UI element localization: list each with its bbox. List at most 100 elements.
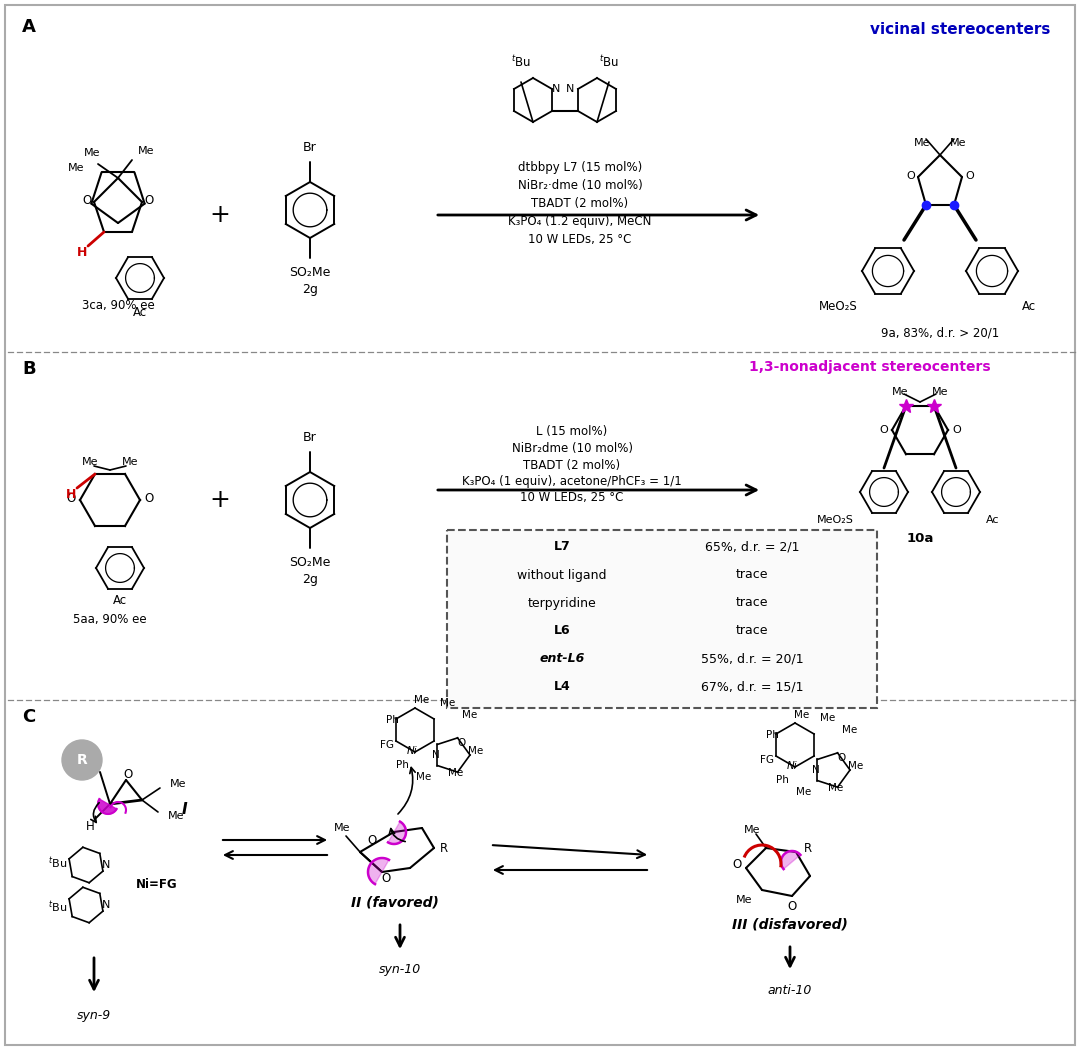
Text: syn-10: syn-10 [379, 964, 421, 977]
Text: O: O [966, 171, 974, 181]
Text: $^t$Bu: $^t$Bu [49, 899, 68, 915]
Text: Me: Me [448, 768, 463, 778]
Text: N: N [432, 750, 440, 760]
Text: Me: Me [949, 138, 967, 148]
Text: O: O [144, 194, 153, 208]
Text: TBADT (2 mol%): TBADT (2 mol%) [524, 459, 621, 471]
Text: Br: Br [303, 141, 316, 154]
Text: Me: Me [462, 710, 477, 720]
Text: NiBr₂dme (10 mol%): NiBr₂dme (10 mol%) [512, 442, 633, 455]
Text: Me: Me [334, 823, 350, 833]
Text: O: O [144, 491, 153, 504]
Text: K₃PO₄ (1.2 equiv), MeCN: K₃PO₄ (1.2 equiv), MeCN [509, 215, 651, 229]
Text: Me: Me [842, 724, 858, 735]
Text: Me: Me [122, 457, 138, 467]
Text: SO₂Me: SO₂Me [289, 266, 330, 279]
Text: Ph: Ph [766, 730, 779, 740]
Text: III (disfavored): III (disfavored) [732, 918, 848, 932]
Text: $^t$Bu: $^t$Bu [511, 55, 531, 70]
Text: H: H [85, 819, 94, 833]
Text: 3ca, 90% ee: 3ca, 90% ee [82, 299, 154, 313]
Text: Me: Me [821, 713, 836, 723]
Text: NiBr₂·dme (10 mol%): NiBr₂·dme (10 mol%) [517, 180, 643, 192]
Polygon shape [368, 858, 389, 884]
Text: Me: Me [469, 746, 484, 756]
Text: N: N [812, 765, 820, 775]
Text: O: O [879, 425, 888, 435]
Text: MeO₂S: MeO₂S [818, 514, 854, 525]
Text: L4: L4 [554, 680, 570, 693]
Text: O: O [83, 194, 92, 208]
Text: N: N [102, 860, 110, 870]
Text: Me: Me [735, 895, 753, 905]
Text: trace: trace [735, 596, 768, 609]
Text: +: + [210, 203, 230, 227]
Text: Ph: Ph [386, 715, 399, 724]
Text: TBADT (2 mol%): TBADT (2 mol%) [531, 197, 629, 210]
Text: Ph: Ph [395, 760, 408, 770]
Text: Me: Me [415, 695, 430, 705]
Text: FG: FG [380, 740, 394, 750]
Text: A: A [22, 18, 36, 36]
Text: SO₂Me: SO₂Me [289, 556, 330, 569]
Text: II (favored): II (favored) [351, 895, 438, 909]
Text: Me: Me [744, 825, 760, 835]
Text: 67%, d.r. = 15/1: 67%, d.r. = 15/1 [701, 680, 804, 693]
Text: N: N [102, 900, 110, 910]
Text: syn-9: syn-9 [77, 1008, 111, 1022]
Text: O: O [458, 738, 467, 748]
Text: Me: Me [168, 811, 185, 821]
Text: terpyridine: terpyridine [528, 596, 596, 609]
Text: Me: Me [795, 710, 810, 720]
Text: trace: trace [735, 625, 768, 637]
Text: O: O [838, 753, 846, 763]
Text: H: H [77, 246, 87, 258]
Text: O: O [67, 491, 76, 504]
Text: 9a, 83%, d.r. > 20/1: 9a, 83%, d.r. > 20/1 [881, 327, 999, 339]
Text: Me: Me [932, 387, 948, 397]
Text: 10 W LEDs, 25 °C: 10 W LEDs, 25 °C [521, 491, 623, 504]
Text: 5aa, 90% ee: 5aa, 90% ee [73, 613, 147, 627]
Text: Me: Me [892, 387, 908, 397]
Text: Ph: Ph [775, 775, 788, 785]
Text: B: B [22, 360, 36, 378]
Text: O: O [787, 900, 797, 912]
Text: Me: Me [138, 146, 154, 156]
Text: Ac: Ac [986, 514, 999, 525]
Text: Me: Me [441, 698, 456, 708]
Text: dtbbpy ​L7 (15 mol%): dtbbpy ​L7 (15 mol%) [518, 162, 643, 174]
Text: Ac: Ac [1022, 300, 1036, 314]
Text: $^t$Bu: $^t$Bu [49, 855, 68, 870]
Text: trace: trace [735, 568, 768, 582]
Text: L (15 mol%): L (15 mol%) [537, 425, 608, 439]
Text: anti-10: anti-10 [768, 984, 812, 996]
Text: Me: Me [84, 148, 100, 158]
Text: Br: Br [303, 430, 316, 444]
Text: $^t$Bu: $^t$Bu [599, 55, 619, 70]
Text: R: R [77, 753, 87, 766]
Text: Ac: Ac [133, 306, 147, 318]
Text: Me: Me [417, 772, 432, 782]
Text: O: O [123, 768, 133, 780]
Text: 1,3-nonadjacent stereocenters: 1,3-nonadjacent stereocenters [750, 360, 990, 374]
Circle shape [62, 740, 102, 780]
Text: O: O [951, 425, 961, 435]
Polygon shape [98, 799, 117, 814]
Text: O: O [381, 872, 391, 884]
Text: FG: FG [760, 755, 774, 765]
Text: C: C [22, 708, 36, 726]
Text: Ac: Ac [113, 593, 127, 607]
Text: I: I [181, 802, 187, 818]
Text: 10 W LEDs, 25 °C: 10 W LEDs, 25 °C [528, 233, 632, 247]
Text: N: N [566, 84, 573, 94]
Text: Me: Me [914, 138, 930, 148]
Text: Me: Me [796, 788, 812, 797]
Text: K₃PO₄ (1 equiv), acetone/PhCF₃ = 1/1: K₃PO₄ (1 equiv), acetone/PhCF₃ = 1/1 [462, 475, 681, 488]
Text: Me: Me [849, 761, 864, 771]
Text: MeO₂S: MeO₂S [820, 300, 858, 314]
Text: Ni=FG: Ni=FG [136, 879, 177, 891]
Text: Me: Me [828, 783, 843, 793]
Text: without ligand: without ligand [517, 568, 607, 582]
Text: ent-L6: ent-L6 [539, 652, 584, 666]
Text: O: O [732, 858, 742, 870]
